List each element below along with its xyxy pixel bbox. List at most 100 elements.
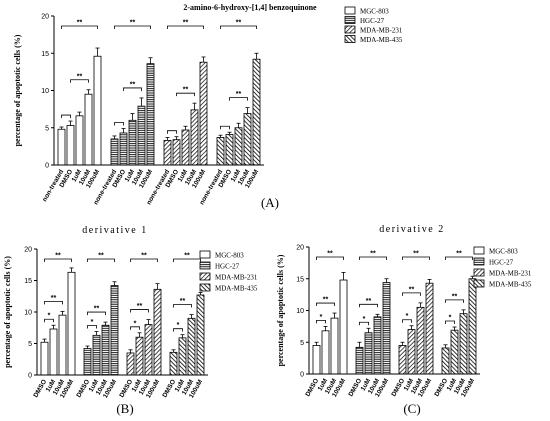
sig-bracket-a-3-2: [220, 25, 257, 29]
sig-marker-a-0-2: **: [77, 20, 83, 27]
sig-marker-b-2-1: **: [137, 303, 143, 310]
y-axis-label-b: percentage of apoptotic cells (%): [3, 256, 12, 368]
sig-marker-b-3-0: *: [177, 322, 180, 329]
bar-a-2-3: [190, 109, 199, 166]
bar-c-3-3: [468, 278, 477, 375]
sig-marker-c-0-1: **: [323, 297, 329, 304]
y-tick-label-a-1: 5: [45, 125, 49, 132]
chart-title-b: derivative 1: [82, 225, 147, 236]
sig-bracket-c-2-1: [402, 292, 421, 296]
sig-bracket-b-3-2: [173, 258, 201, 262]
legend-swatch-b-3: [199, 283, 211, 292]
bar-a-2-4: [199, 61, 208, 166]
bar-a-0-3: [84, 93, 93, 166]
bar-a-2-2: [181, 129, 190, 166]
bar-c-3-0: [441, 347, 450, 375]
sig-marker-b-1-2: **: [98, 253, 104, 260]
sig-bracket-a-2-1: [176, 92, 195, 97]
y-tick-label-c-4: 20: [296, 245, 304, 252]
sig-marker-c-1-2: **: [370, 251, 376, 258]
sig-bracket-c-1-1: [359, 303, 378, 308]
sig-bracket-b-2-0: [130, 326, 140, 330]
sig-bracket-a-1-2: [114, 25, 151, 29]
bar-b-0-0: [40, 341, 49, 376]
legend-swatch-a-0: [344, 6, 356, 15]
figure-label-a: (A): [261, 195, 279, 210]
y-tick-label-b-3: 15: [24, 278, 32, 285]
sig-marker-a-3-2: **: [236, 20, 242, 27]
sig-bracket-c-1-2: [359, 256, 387, 260]
bar-a-0-1: [66, 125, 75, 166]
bar-a-1-0: [110, 138, 119, 166]
legend-swatch-b-0: [199, 250, 211, 259]
bar-c-1-1: [364, 332, 373, 375]
sig-marker-c-1-1: **: [366, 298, 372, 305]
y-tick-label-a-0: 0: [45, 163, 49, 170]
chart-panel-a: 2-amino-6-hydroxy-[1,4] benzoquinone 0 5 10…: [13, 3, 403, 206]
chart-title-a: 2-amino-6-hydroxy-[1,4] benzoquinone: [183, 3, 317, 12]
legend-label-c-2: MDA-MB-231: [489, 270, 532, 278]
bar-b-2-2: [144, 324, 153, 376]
y-tick-label-c-2: 10: [296, 308, 304, 315]
bar-b-2-1: [135, 336, 144, 376]
bar-c-2-2: [416, 306, 425, 375]
sig-bracket-a-1-1: [123, 87, 142, 91]
y-axis-label-a: percentage of apoptotic cells (%): [13, 34, 22, 146]
sig-bracket-a-0-2: [61, 25, 98, 29]
sig-marker-b-1-1: **: [94, 306, 100, 313]
sig-marker-b-0-0: *: [48, 313, 51, 320]
sig-marker-a-1-1: **: [130, 81, 136, 88]
legend-swatch-b-2: [199, 272, 211, 281]
bar-a-1-2: [128, 119, 137, 166]
sig-marker-b-0-2: **: [55, 253, 61, 260]
y-tick-label-b-2: 10: [24, 310, 32, 317]
bar-c-2-0: [398, 345, 407, 375]
sig-marker-c-1-0: *: [363, 316, 366, 323]
sig-bracket-c-0-2: [316, 256, 344, 260]
sig-bracket-c-0-1: [316, 302, 335, 307]
sig-bracket-c-2-2: [402, 256, 430, 260]
sig-bracket-a-1-0: [114, 122, 124, 126]
legend-label-b-1: HGC-27: [215, 263, 240, 271]
sig-marker-c-3-0: *: [449, 315, 452, 322]
sig-bracket-c-2-0: [402, 319, 412, 323]
sig-bracket-a-2-2: [167, 25, 204, 29]
legend-label-a-2: MDA-MB-231: [360, 27, 403, 35]
bar-a-1-1: [119, 132, 128, 166]
chart-panel-c: derivative 2 0 5 10 15 20 percentage of apopto…: [276, 224, 532, 399]
bar-c-0-0: [312, 345, 321, 375]
bar-c-1-0: [355, 346, 364, 375]
legend-label-a-3: MDA-MB-435: [360, 36, 403, 44]
bar-c-0-2: [330, 317, 339, 375]
bar-a-3-3: [243, 113, 252, 166]
sig-bracket-b-1-0: [87, 325, 97, 329]
sig-marker-a-2-2: **: [183, 20, 189, 27]
bar-a-3-2: [234, 127, 243, 166]
y-tick-label-a-2: 10: [41, 88, 49, 95]
legend-swatch-a-1: [344, 16, 356, 24]
bar-c-1-2: [373, 316, 382, 375]
bar-c-2-1: [407, 329, 416, 375]
sig-marker-a-3-1: **: [236, 91, 242, 98]
bar-a-1-4: [146, 63, 155, 166]
bar-b-3-3: [196, 294, 205, 376]
sig-bracket-a-0-0: [61, 114, 71, 119]
bar-b-3-0: [169, 351, 178, 376]
bar-b-0-1: [49, 328, 58, 376]
y-tick-label-c-1: 5: [300, 340, 304, 347]
bar-a-2-0: [163, 140, 172, 166]
figure-label-c: (C): [403, 401, 420, 416]
bar-a-3-4: [252, 58, 261, 166]
y-tick-label-a-4: 20: [41, 14, 49, 21]
sig-bracket-a-2-0: [167, 130, 177, 134]
sig-marker-c-2-0: *: [406, 313, 409, 320]
legend-label-c-1: HGC-27: [489, 259, 514, 267]
bar-b-3-1: [178, 337, 187, 376]
sig-bracket-b-2-2: [130, 258, 158, 262]
bar-b-0-2: [58, 314, 67, 376]
legend-swatch-a-3: [344, 35, 356, 43]
sig-bracket-b-0-0: [44, 318, 54, 323]
y-tick-label-b-4: 20: [24, 247, 32, 254]
sig-bracket-a-0-1: [70, 79, 89, 83]
sig-bracket-c-3-0: [445, 320, 455, 325]
